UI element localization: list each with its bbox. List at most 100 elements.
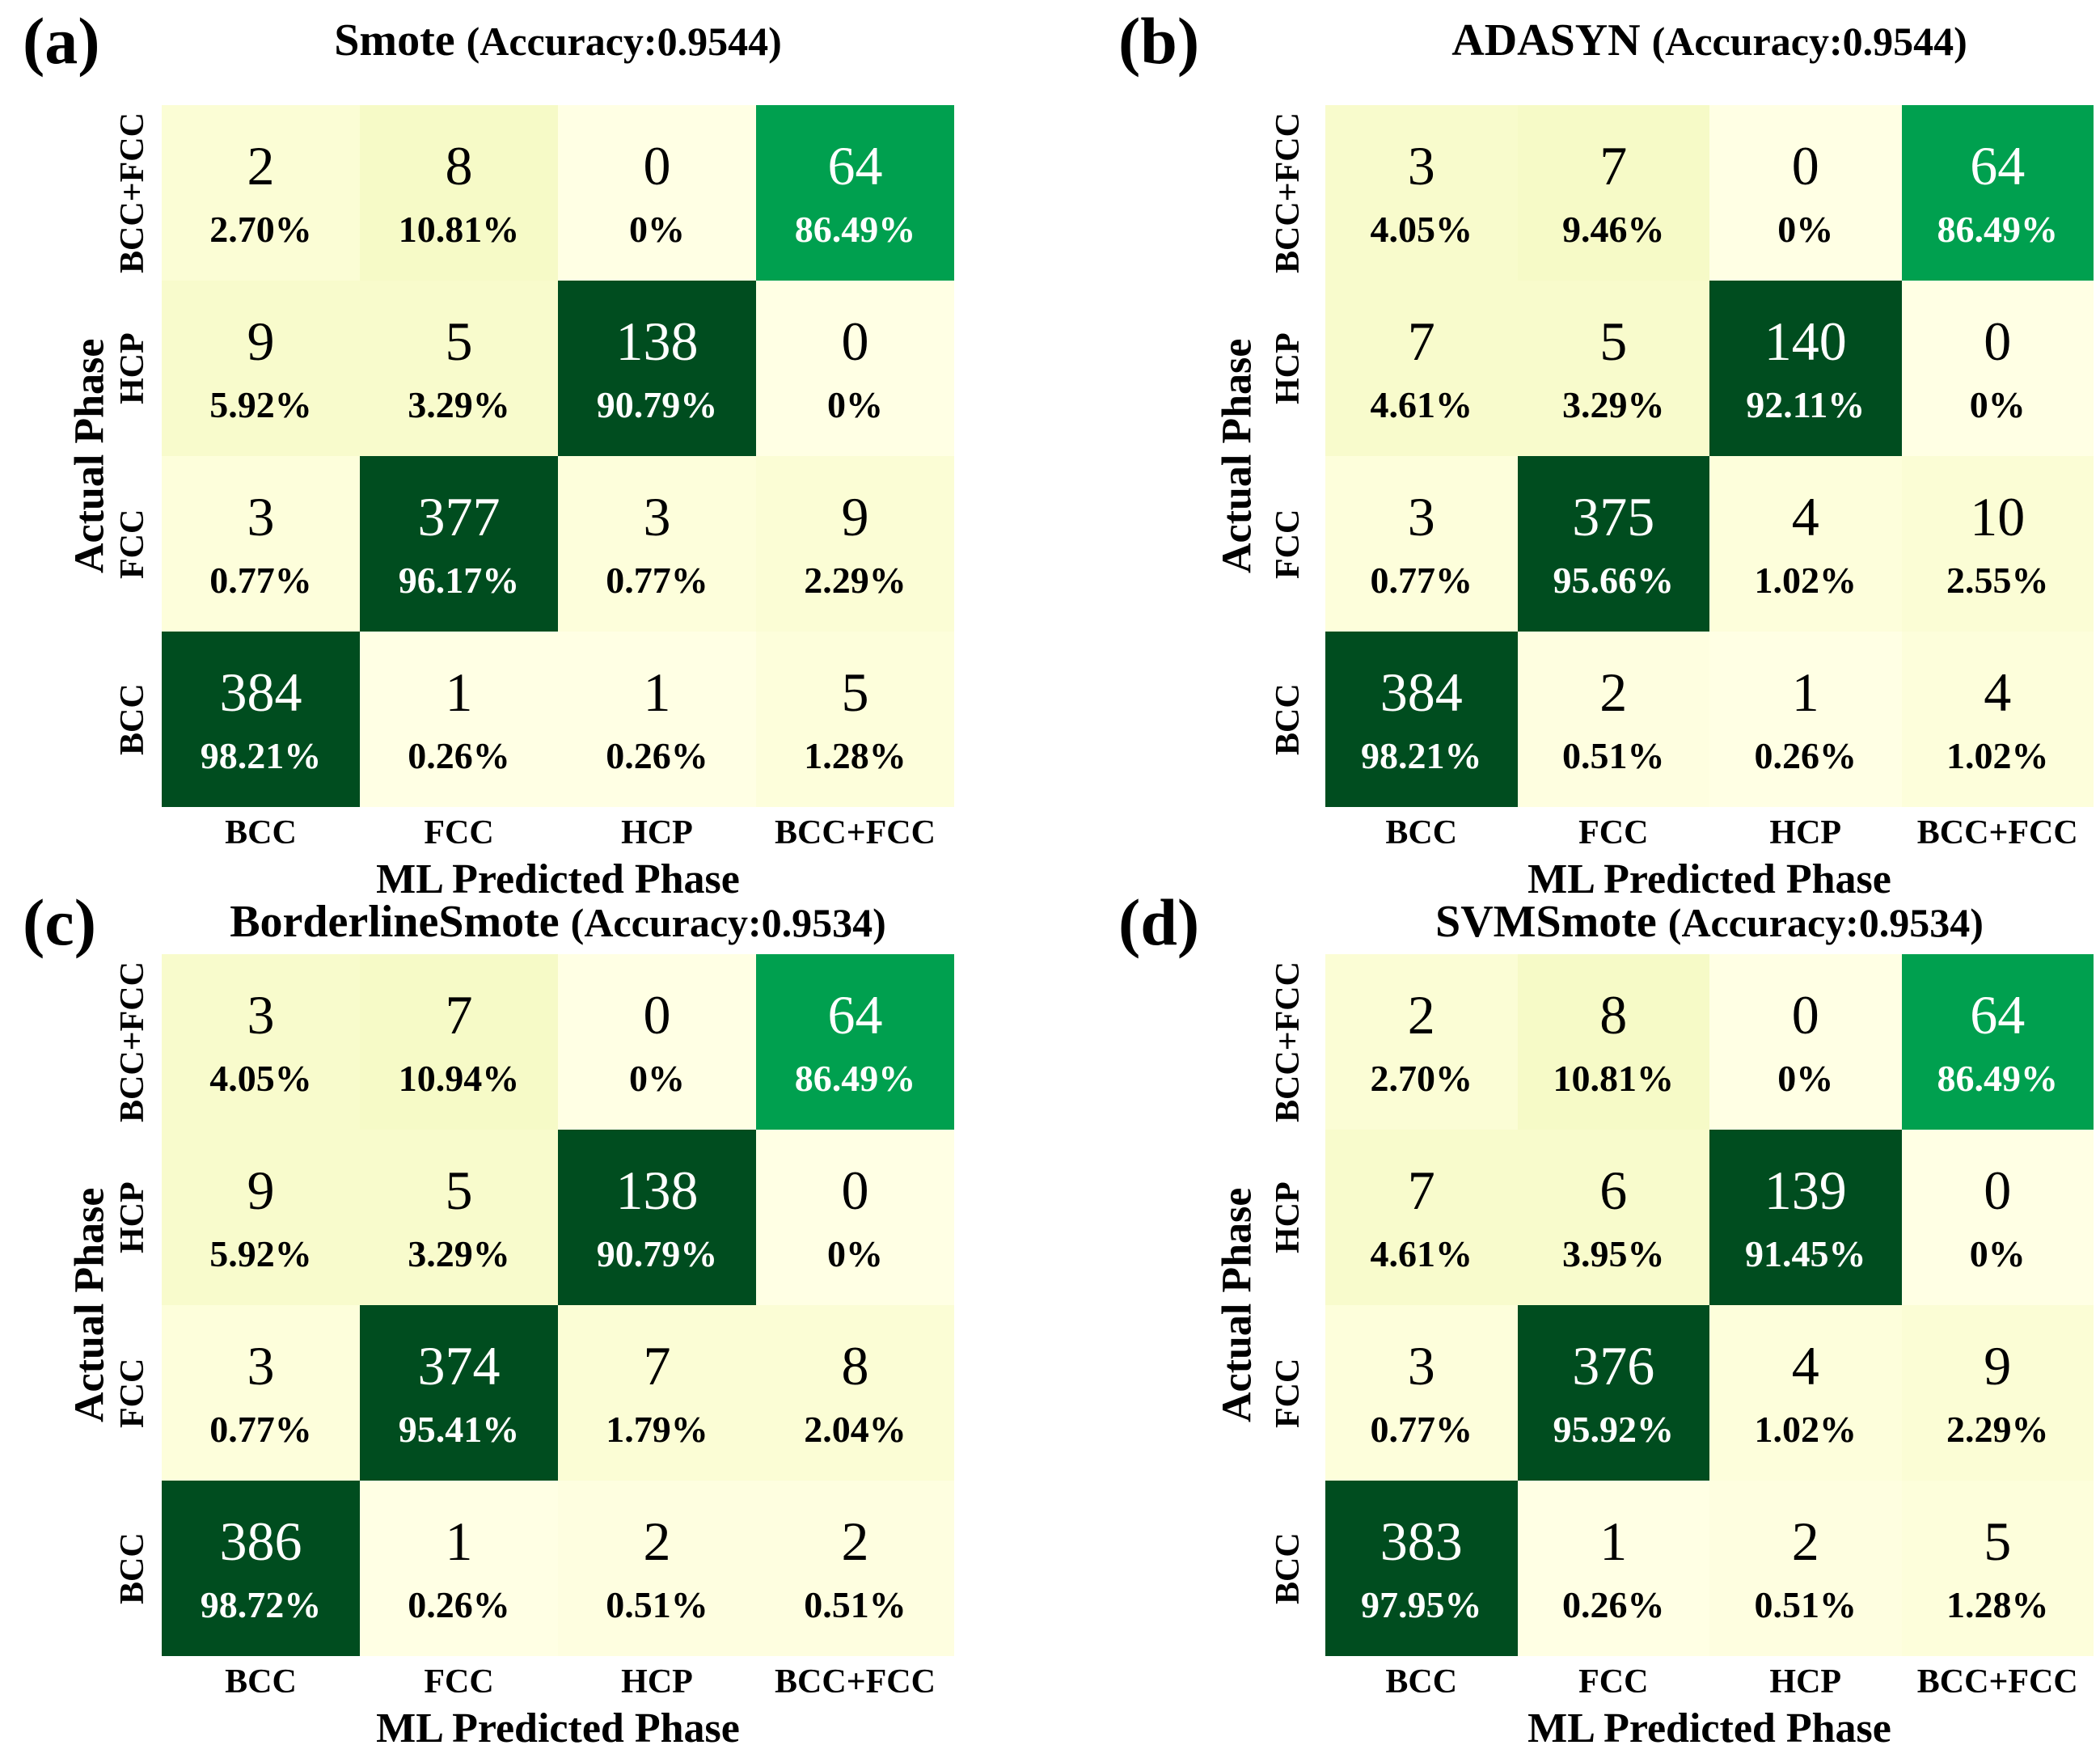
cell-count: 3: [247, 485, 275, 547]
cell-percentage: 5.92%: [209, 1232, 312, 1274]
x-axis-title: ML Predicted Phase: [1527, 1705, 1891, 1751]
cell-count: 3: [643, 485, 671, 547]
cell-count: 376: [1572, 1334, 1655, 1397]
cell-percentage: 2.70%: [1370, 1057, 1473, 1099]
matrix-cell-bcc-hcp: 2 0.51%: [1709, 1481, 1902, 1656]
cell-percentage: 0%: [827, 1232, 883, 1274]
cell-percentage: 90.79%: [596, 1232, 718, 1274]
matrix-cell-bcc-bcc+fcc: 5 1.28%: [756, 632, 954, 807]
matrix-cell-bcc-fcc: 1 0.26%: [360, 1481, 558, 1656]
y-tick-labels: BCC+FCC HCP FCC BCC: [1262, 105, 1314, 807]
matrix-cell-hcp-bcc: 9 5.92%: [162, 1130, 360, 1305]
cell-count: 384: [1380, 661, 1463, 723]
cell-percentage: 90.79%: [596, 383, 718, 425]
cell-percentage: 0.51%: [1562, 734, 1665, 776]
cell-count: 7: [1407, 310, 1435, 372]
x-tick-hcp: HCP: [621, 814, 693, 851]
y-tick-bcc+fcc: BCC+FCC: [114, 961, 151, 1122]
matrix-cell-bcc+fcc-bcc+fcc: 64 86.49%: [1901, 954, 2094, 1130]
confusion-matrix-grid: 3 4.05% 7 10.94% 0 0% 64 86.49% 9 5.92% 5 3.29% 138 9…: [162, 954, 954, 1656]
panel-label-a: (a): [23, 4, 100, 78]
cell-count: 64: [1970, 983, 2026, 1046]
x-tick-labels: BCC FCC HCP BCC+FCC: [1325, 813, 2094, 852]
matrix-cell-bcc-hcp: 1 0.26%: [1709, 632, 1902, 807]
matrix-cell-hcp-bcc+fcc: 0 0%: [756, 1130, 954, 1305]
x-tick-bcc+fcc: BCC+FCC: [1916, 814, 2078, 851]
matrix-cell-fcc-fcc: 375 95.66%: [1517, 456, 1709, 632]
panel-title-a: Smote (Accuracy:0.9544): [162, 15, 954, 66]
matrix-cell-bcc-fcc: 1 0.26%: [360, 632, 558, 807]
matrix-cell-bcc-bcc+fcc: 5 1.28%: [1901, 1481, 2094, 1656]
matrix-cell-bcc+fcc-hcp: 0 0%: [558, 105, 756, 281]
cell-count: 7: [445, 983, 473, 1046]
cell-count: 5: [1599, 310, 1628, 372]
cell-count: 9: [247, 1159, 275, 1221]
matrix-cell-fcc-bcc: 3 0.77%: [162, 456, 360, 632]
cell-percentage: 1.02%: [1754, 1408, 1857, 1450]
cell-count: 3: [247, 1334, 275, 1397]
cell-count: 5: [841, 661, 869, 723]
matrix-cell-fcc-fcc: 377 96.17%: [360, 456, 558, 632]
y-tick-hcp: HCP: [114, 1181, 151, 1253]
x-tick-bcc: BCC: [225, 814, 297, 851]
y-axis-title: Actual Phase: [1214, 1187, 1261, 1423]
cell-percentage: 86.49%: [1937, 1057, 2059, 1099]
matrix-cell-hcp-bcc+fcc: 0 0%: [1901, 281, 2094, 456]
cell-percentage: 4.61%: [1370, 383, 1473, 425]
cell-count: 2: [1407, 983, 1435, 1046]
cell-count: 64: [827, 134, 883, 196]
cell-percentage: 91.45%: [1745, 1232, 1866, 1274]
x-tick-labels: BCC FCC HCP BCC+FCC: [1325, 1663, 2094, 1701]
y-tick-hcp: HCP: [114, 332, 151, 404]
cell-percentage: 0.26%: [606, 734, 708, 776]
x-tick-fcc: FCC: [1578, 1663, 1649, 1701]
cell-percentage: 86.49%: [794, 208, 916, 250]
matrix-cell-hcp-bcc: 7 4.61%: [1325, 281, 1518, 456]
cell-percentage: 1.28%: [1946, 1583, 2049, 1625]
matrix-cell-bcc-bcc+fcc: 4 1.02%: [1901, 632, 2094, 807]
y-tick-hcp: HCP: [1270, 332, 1307, 404]
cell-percentage: 1.02%: [1754, 559, 1857, 601]
matrix-cell-fcc-bcc: 3 0.77%: [162, 1305, 360, 1481]
cell-count: 4: [1791, 485, 1819, 547]
matrix-cell-fcc-bcc: 3 0.77%: [1325, 456, 1518, 632]
matrix-cell-fcc-bcc+fcc: 9 2.29%: [756, 456, 954, 632]
confusion-matrix-grid: 2 2.70% 8 10.81% 0 0% 64 86.49% 7 4.61% 6 3.95% 139 9…: [1325, 954, 2094, 1656]
cell-percentage: 0.77%: [209, 559, 312, 601]
y-tick-hcp: HCP: [1270, 1181, 1307, 1253]
cell-percentage: 0%: [1777, 208, 1834, 250]
cell-percentage: 98.21%: [200, 734, 322, 776]
matrix-cell-hcp-fcc: 5 3.29%: [1517, 281, 1709, 456]
matrix-cell-hcp-hcp: 138 90.79%: [558, 1130, 756, 1305]
y-tick-labels: BCC+FCC HCP FCC BCC: [107, 954, 158, 1656]
matrix-cell-hcp-fcc: 6 3.95%: [1517, 1130, 1709, 1305]
cell-percentage: 0.51%: [1754, 1583, 1857, 1625]
x-tick-labels: BCC FCC HCP BCC+FCC: [162, 813, 954, 852]
x-tick-labels: BCC FCC HCP BCC+FCC: [162, 1663, 954, 1701]
cell-percentage: 86.49%: [794, 1057, 916, 1099]
cell-count: 3: [1407, 134, 1435, 196]
cell-count: 5: [445, 1159, 473, 1221]
cell-percentage: 0%: [629, 1057, 685, 1099]
cell-count: 0: [643, 134, 671, 196]
matrix-cell-hcp-fcc: 5 3.29%: [360, 281, 558, 456]
x-tick-fcc: FCC: [1578, 814, 1649, 851]
y-tick-bcc+fcc: BCC+FCC: [1270, 112, 1307, 273]
matrix-cell-fcc-bcc+fcc: 10 2.55%: [1901, 456, 2094, 632]
matrix-cell-fcc-fcc: 376 95.92%: [1517, 1305, 1709, 1481]
cell-count: 4: [1791, 1334, 1819, 1397]
panel-label-d: (d): [1118, 885, 1200, 959]
matrix-cell-bcc+fcc-fcc: 7 10.94%: [360, 954, 558, 1130]
confusion-matrix-grid: 3 4.05% 7 9.46% 0 0% 64 86.49% 7 4.61% 5 3.29% 140 92…: [1325, 105, 2094, 807]
matrix-cell-bcc+fcc-bcc+fcc: 64 86.49%: [756, 105, 954, 281]
matrix-cell-bcc+fcc-bcc+fcc: 64 86.49%: [1901, 105, 2094, 281]
cell-percentage: 4.05%: [209, 1057, 312, 1099]
cell-percentage: 0%: [1777, 1057, 1834, 1099]
method-name: SVMSmote: [1435, 897, 1657, 947]
y-tick-bcc+fcc: BCC+FCC: [1270, 961, 1307, 1122]
cell-percentage: 0.77%: [606, 559, 708, 601]
panel-title-d: SVMSmote (Accuracy:0.9534): [1325, 897, 2094, 948]
matrix-cell-bcc+fcc-hcp: 0 0%: [558, 954, 756, 1130]
matrix-cell-bcc-fcc: 1 0.26%: [1517, 1481, 1709, 1656]
matrix-cell-bcc-bcc: 386 98.72%: [162, 1481, 360, 1656]
